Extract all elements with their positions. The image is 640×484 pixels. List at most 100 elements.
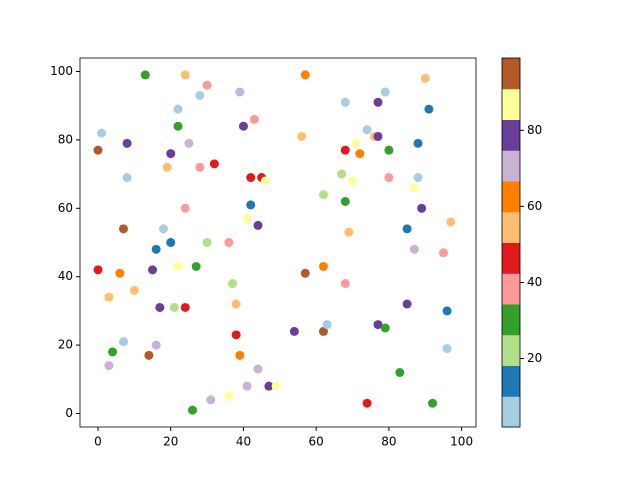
point — [173, 121, 183, 131]
point — [118, 224, 128, 234]
y-tick-label: 20 — [58, 338, 73, 352]
point — [318, 326, 328, 336]
colorbar-tick-label: 60 — [527, 199, 542, 213]
point — [384, 173, 394, 183]
point — [348, 176, 358, 186]
point — [231, 330, 241, 340]
colorbar-band — [502, 88, 520, 120]
point — [180, 70, 190, 80]
point — [224, 238, 234, 247]
point — [340, 97, 350, 107]
point — [249, 114, 259, 124]
point — [173, 104, 183, 114]
colorbar-band — [502, 211, 520, 243]
point — [428, 398, 438, 408]
x-tick-label: 100 — [450, 435, 473, 449]
point — [115, 268, 125, 278]
point — [413, 173, 423, 183]
point — [322, 320, 332, 330]
colorbar-band — [502, 334, 520, 366]
point — [235, 350, 245, 360]
point — [173, 261, 183, 271]
colorbar-band — [502, 181, 520, 213]
colorbar-band — [502, 365, 520, 397]
y-tick-label: 100 — [50, 64, 73, 78]
point — [242, 381, 252, 391]
point — [355, 149, 365, 159]
point — [93, 145, 103, 155]
point — [446, 217, 456, 227]
point — [180, 203, 190, 213]
point — [118, 337, 128, 347]
point — [340, 279, 350, 289]
point — [373, 131, 383, 141]
y-tick-label: 0 — [65, 406, 73, 420]
colorbar-tick-label: 20 — [527, 351, 542, 365]
y-tick-label: 80 — [58, 132, 73, 146]
point — [195, 162, 205, 172]
point — [235, 87, 245, 97]
point — [413, 138, 423, 148]
point — [351, 138, 361, 148]
x-tick-label: 60 — [309, 435, 324, 449]
point — [337, 169, 347, 179]
point — [242, 214, 252, 224]
colorbar-tick-label: 80 — [527, 123, 542, 137]
point — [140, 70, 150, 80]
point — [202, 80, 212, 90]
point — [362, 125, 372, 135]
colorbar-band — [502, 304, 520, 336]
point — [384, 145, 394, 155]
point — [129, 285, 139, 295]
point — [380, 87, 390, 97]
point — [195, 90, 205, 100]
point — [344, 227, 354, 237]
colorbar-tick-label: 40 — [527, 275, 542, 289]
x-tick-label: 20 — [163, 435, 178, 449]
point — [318, 261, 328, 271]
point — [260, 176, 270, 186]
point — [373, 320, 383, 330]
point — [373, 97, 383, 107]
point — [169, 302, 179, 312]
point — [402, 224, 412, 234]
x-tick-label: 80 — [381, 435, 396, 449]
point — [300, 70, 310, 80]
point — [206, 395, 216, 405]
point — [380, 323, 390, 333]
point — [297, 131, 307, 141]
point — [318, 190, 328, 200]
point — [191, 261, 201, 271]
point — [188, 405, 198, 415]
point — [158, 224, 168, 234]
point — [264, 381, 274, 391]
point — [104, 292, 114, 302]
point — [362, 398, 372, 408]
point — [238, 121, 248, 131]
point — [395, 367, 405, 377]
point — [166, 149, 176, 159]
point — [144, 350, 154, 360]
point — [162, 162, 172, 172]
point — [289, 326, 299, 336]
point — [409, 183, 419, 193]
x-tick-label: 40 — [236, 435, 251, 449]
point — [93, 265, 103, 275]
point — [246, 200, 256, 210]
colorbar-band — [502, 150, 520, 182]
x-tick-label: 0 — [94, 435, 102, 449]
point — [340, 196, 350, 206]
point — [231, 299, 241, 309]
point — [253, 220, 263, 230]
point — [253, 364, 263, 374]
point — [438, 248, 448, 258]
point — [155, 302, 165, 312]
point — [108, 347, 118, 357]
point — [442, 344, 452, 354]
point — [151, 244, 161, 254]
point — [300, 268, 310, 278]
point — [202, 238, 212, 247]
y-tick-label: 60 — [58, 201, 73, 215]
point — [166, 238, 176, 247]
